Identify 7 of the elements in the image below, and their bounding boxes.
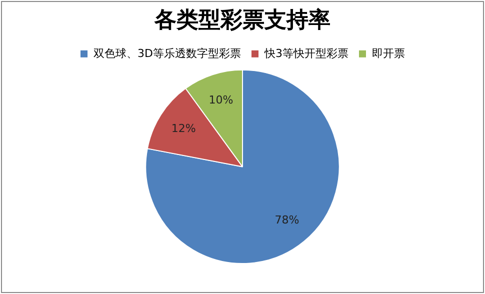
- chart-title: 各类型彩票支持率: [154, 6, 330, 33]
- data-label: 78%: [274, 213, 300, 226]
- data-label: 12%: [171, 122, 196, 136]
- data-label: 10%: [208, 93, 234, 106]
- legend-label: 双色球、3D等乐透数字型彩票: [94, 46, 241, 60]
- legend-label: 快3等快开型彩票: [263, 46, 348, 60]
- legend-label: 即开票: [372, 46, 405, 60]
